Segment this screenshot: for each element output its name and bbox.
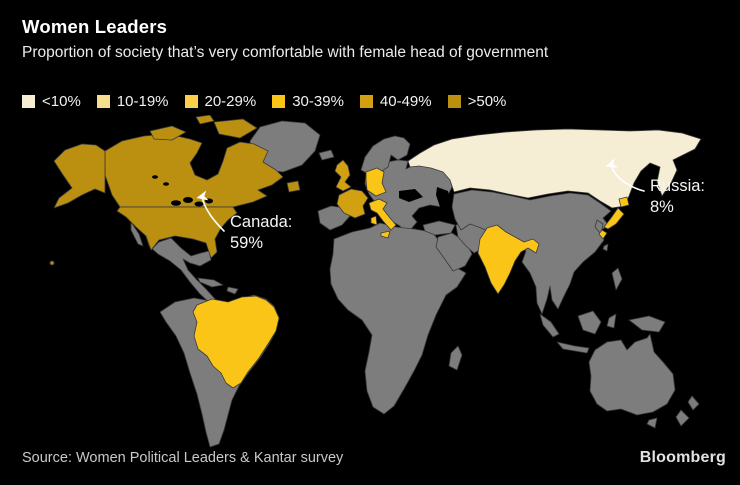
country-philippines <box>611 267 623 291</box>
country-japan-honshu <box>603 207 625 230</box>
lake-erie <box>194 201 204 207</box>
country-hispaniola <box>226 286 239 295</box>
island-new-guinea <box>628 315 666 333</box>
island-sulawesi <box>606 313 617 329</box>
legend-item-gt50: >50% <box>447 93 507 110</box>
great-bear-lake <box>152 175 158 179</box>
island-tasmania <box>646 417 658 429</box>
country-canada-newfoundland <box>286 180 301 193</box>
great-slave-lake <box>163 182 169 186</box>
legend-item-40-49: 40-49% <box>359 93 432 110</box>
bloomberg-logo: Bloomberg <box>639 449 726 466</box>
country-baja <box>130 221 144 247</box>
legend-swatch <box>359 95 373 108</box>
country-iceland <box>318 149 335 161</box>
legend-item-10-19: 10-19% <box>96 93 169 110</box>
legend-swatch <box>447 95 461 108</box>
country-united-kingdom <box>334 159 352 192</box>
country-italy-sicily <box>380 230 391 239</box>
country-germany <box>365 167 387 197</box>
island-sumatra <box>539 313 560 338</box>
canada-annotation-value: 59% <box>230 234 263 252</box>
continent-africa <box>329 222 467 415</box>
country-taiwan <box>602 243 609 252</box>
island-java <box>556 341 590 354</box>
canada-annotation-arrow <box>196 190 225 232</box>
region-iberia <box>317 205 351 231</box>
legend-item-20-29: 20-29% <box>184 93 257 110</box>
legend-label: 40-49% <box>379 93 432 110</box>
legend-label: <10% <box>42 93 81 110</box>
black-sea <box>399 189 423 202</box>
legend-swatch <box>22 95 35 108</box>
russia-annotation-value: 8% <box>650 198 674 216</box>
legend-item-lt10: <10% <box>22 93 81 110</box>
russia-annotation-label: Russia: <box>650 177 705 195</box>
country-australia <box>588 333 676 416</box>
legend-label: >50% <box>467 93 507 110</box>
country-italy <box>368 198 397 231</box>
country-united-states <box>116 206 238 259</box>
country-russia <box>407 128 702 209</box>
chart-title: Women Leaders <box>22 16 168 37</box>
legend-item-30-39: 30-39% <box>272 93 344 110</box>
country-japan-kyushu <box>598 229 608 240</box>
lake-superior <box>171 200 181 206</box>
country-italy-sardinia <box>370 215 378 226</box>
country-us-alaska <box>53 143 106 209</box>
world-map: Canada: 59% Russia: 8% <box>49 115 705 448</box>
island-borneo <box>577 310 602 335</box>
legend: <10% 10-19% 20-29% 30-39% 40-49% >50% <box>22 93 506 110</box>
country-canada-baffin-island <box>213 118 258 139</box>
country-mexico-central-america <box>145 235 226 313</box>
legend-label: 30-39% <box>292 93 344 110</box>
legend-label: 20-29% <box>204 93 257 110</box>
country-madagascar <box>448 345 463 371</box>
country-canada-victoria-island <box>149 125 187 141</box>
country-india <box>477 224 540 295</box>
country-canada-ellesmere <box>195 115 215 125</box>
country-cuba <box>197 277 224 288</box>
legend-swatch <box>96 95 110 108</box>
source-note: Source: Women Political Leaders & Kantar… <box>22 450 344 466</box>
country-france <box>336 188 369 219</box>
country-new-zealand-south <box>675 409 690 427</box>
lake-ontario <box>205 198 213 204</box>
country-us-hawaii <box>49 260 55 266</box>
country-japan-hokkaido <box>618 196 630 208</box>
legend-swatch <box>272 95 286 108</box>
legend-swatch <box>184 95 198 108</box>
russia-annotation-arrow <box>605 158 645 192</box>
lake-huron <box>183 197 193 203</box>
country-new-zealand-north <box>687 395 700 411</box>
country-brazil <box>192 295 280 389</box>
caspian-sea <box>436 187 452 218</box>
country-canada <box>104 133 284 208</box>
legend-label: 10-19% <box>116 93 169 110</box>
chart-subtitle: Proportion of society that’s very comfor… <box>22 44 549 61</box>
canada-annotation-label: Canada: <box>230 213 292 231</box>
